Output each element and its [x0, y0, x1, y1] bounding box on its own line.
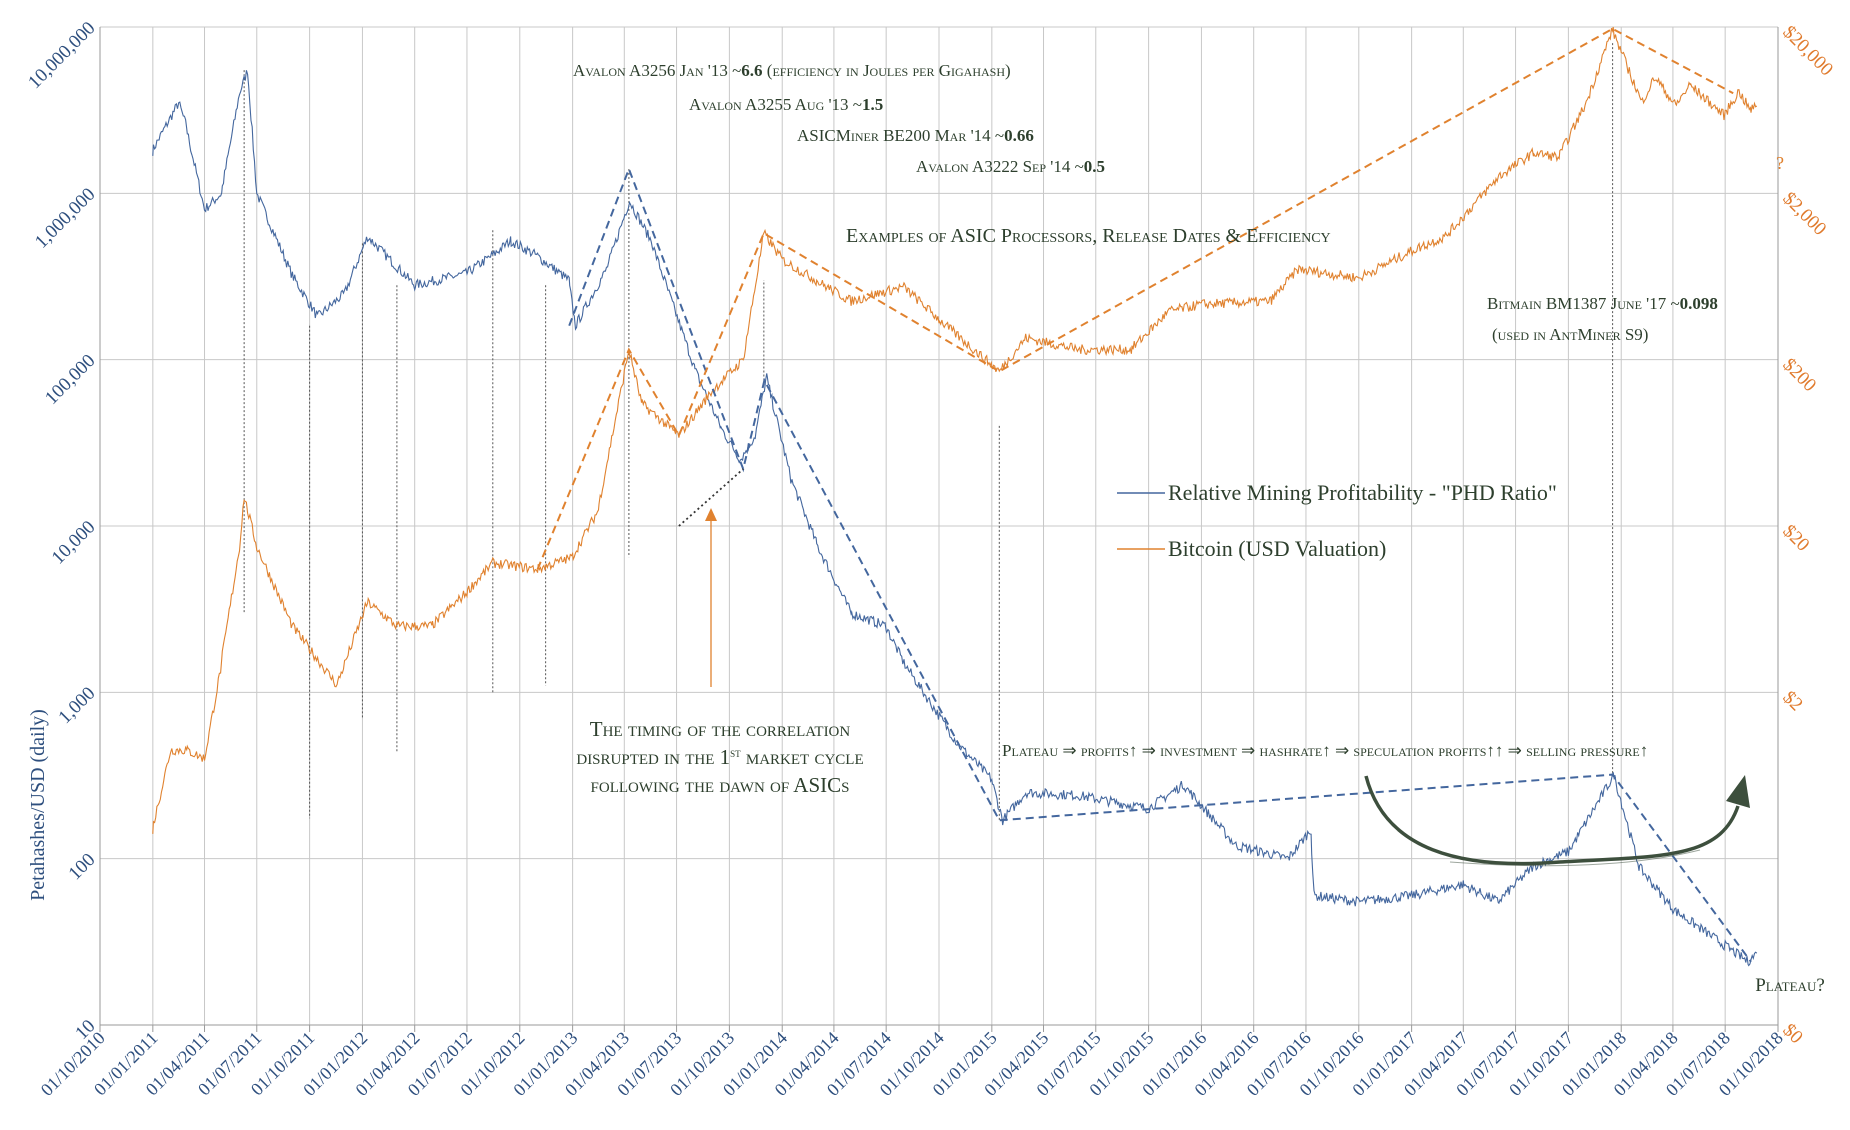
timing-line-1: The timing of the correlation — [590, 717, 851, 741]
legend: Relative Mining Profitability - "PHD Rat… — [1117, 480, 1557, 561]
y-tick-label-right: $200 — [1778, 354, 1820, 396]
cycle-arrow — [1364, 775, 1750, 867]
asic-annotations: Avalon A3256 Jan '13 ~6.6 (efficiency in… — [573, 61, 1718, 344]
asic-asicminer-be200: ASICMiner BE200 Mar '14 ~0.66 — [797, 126, 1034, 145]
asic-avalon-a3256: Avalon A3256 Jan '13 ~6.6 (efficiency in… — [573, 61, 1011, 80]
legend-label-btc: Bitcoin (USD Valuation) — [1168, 536, 1386, 561]
plateau-question: Plateau? — [1755, 975, 1825, 996]
timing-line-2: disrupted in the 1st market cycle — [576, 745, 863, 770]
axes — [99, 27, 1779, 1032]
series-lines — [152, 26, 1758, 967]
trend-lines — [536, 27, 1752, 963]
y-tick-label-left: 100 — [65, 849, 100, 884]
y-tick-label-right: $2 — [1778, 687, 1806, 715]
y-tick-label-left: 10,000,000 — [24, 18, 99, 93]
timing-arrow-head — [705, 508, 717, 521]
y-tick-label-right: $20,000 — [1778, 22, 1837, 81]
y-axis-label-left: Petahashes/USD (daily) — [27, 709, 49, 901]
timing-line-3: following the dawn of ASICs — [591, 773, 850, 797]
timing-annotation: The timing of the correlation disrupted … — [576, 508, 864, 797]
examples-title: Examples of ASIC Processors, Release Dat… — [846, 225, 1331, 247]
asic-bitmain-bm1387: Bitmain BM1387 June '17 ~0.098 — [1487, 294, 1718, 313]
legend-label-phd: Relative Mining Profitability - "PHD Rat… — [1168, 480, 1557, 505]
phd-ratio-line — [152, 70, 1758, 967]
cycle-text: Plateau ⇒ profits↑ ⇒ investment ⇒ hashra… — [1002, 741, 1648, 760]
cycle-arrow-curve — [1364, 775, 1740, 866]
y-tick-label-left: 1,000,000 — [31, 184, 100, 253]
dashed-trend-line — [568, 166, 1752, 963]
y-tick-label-left: 1,000 — [54, 683, 99, 728]
dashed-trend-line — [536, 27, 1734, 570]
tick-labels: 101001,00010,000100,0001,000,00010,000,0… — [24, 18, 1837, 1100]
cycle-arrow-head — [1726, 775, 1750, 808]
asic-avalon-a3222: Avalon A3222 Sep '14 ~0.5 — [916, 157, 1105, 176]
bitcoin-usd-line — [152, 26, 1758, 834]
y-tick-label-left: 10,000 — [48, 517, 100, 569]
asic-bitmain-note: (used in AntMiner S9) — [1492, 325, 1648, 344]
dotted-trend-line — [678, 468, 744, 527]
y-tick-label-right: $2,000 — [1778, 188, 1830, 240]
vertical-connectors — [243, 43, 1614, 821]
cycle-arrow-thin — [1449, 849, 1701, 867]
y-tick-label-right: $20 — [1778, 521, 1813, 556]
y-tick-label-left: 100,000 — [41, 350, 100, 409]
gridlines — [100, 26, 1779, 1026]
right-question-mark: ? — [1776, 153, 1784, 173]
asic-avalon-a3255: Avalon A3255 Aug '13 ~1.5 — [689, 95, 883, 114]
